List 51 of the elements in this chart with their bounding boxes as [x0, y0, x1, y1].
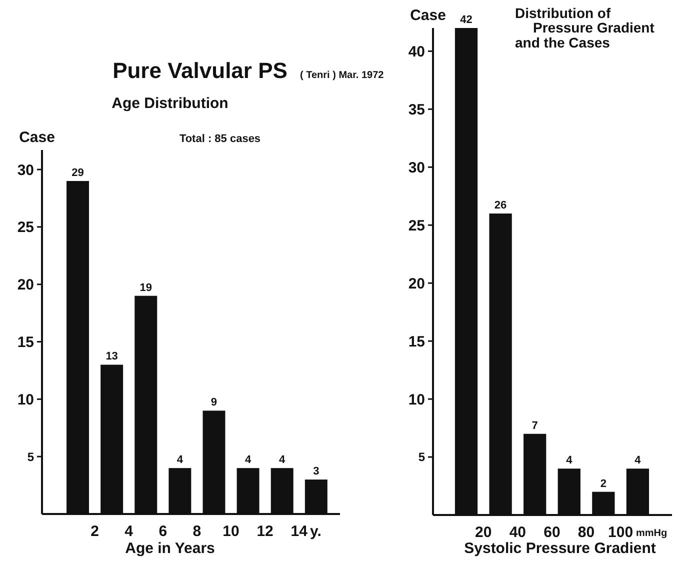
x-axis-title: Systolic Pressure Gradient [464, 540, 656, 557]
chart-title: Distribution of Pressure Gradient and the Cases [515, 5, 655, 50]
data-label: 3 [313, 466, 320, 478]
x-tick-label: 80 [578, 524, 595, 541]
text: Total : 85 cases [179, 133, 261, 145]
y-axis-title: Case [410, 7, 446, 24]
x-tick-label: 60 [544, 524, 560, 541]
x-tick-label: 10 [222, 523, 240, 540]
x-tick-label: 8 [192, 523, 202, 540]
y-tick-label: 10 [408, 391, 425, 408]
chart-subtitle: Age Distribution [112, 95, 228, 112]
text: ( Tenri ) Mar. 1972 [300, 70, 384, 81]
y-tick-label: 20 [408, 275, 425, 292]
x-tick-label: 20 [475, 524, 492, 541]
y-tick-label: 25 [17, 219, 34, 236]
data-label: 9 [210, 396, 218, 409]
data-label: 2 [600, 478, 606, 490]
chart-title: Pure Valvular PS [112, 58, 288, 83]
y-tick-label: 40 [408, 43, 425, 60]
data-label: 13 [106, 350, 118, 363]
x-tick-label: 40 [509, 524, 526, 541]
y-tick-label: 25 [408, 217, 425, 234]
x-tick-label: 14 [290, 523, 308, 540]
y-tick-label: 20 [17, 276, 34, 294]
y-tick-label: 5 [418, 450, 426, 464]
data-label: 4 [176, 454, 184, 466]
text: mmHg [636, 528, 668, 539]
data-label: 26 [494, 200, 507, 212]
x-axis-title: Age in Years [125, 540, 215, 557]
y-tick-label: 30 [408, 159, 425, 176]
y-axis-title: Case [19, 129, 55, 146]
y-tick-label: 15 [17, 334, 34, 352]
x-tick-label: 6 [158, 523, 168, 540]
x-tick-label: 100 [608, 524, 634, 541]
x-tick-label: 12 [256, 523, 274, 540]
y-tick-label: 5 [27, 450, 34, 464]
data-label: 4 [634, 454, 642, 467]
data-label: 7 [532, 420, 538, 432]
y-tick-label: 15 [408, 333, 425, 350]
data-label: 29 [72, 167, 84, 180]
text: y. [310, 523, 322, 540]
x-tick-label: 2 [90, 523, 99, 540]
x-tick-label: 4 [124, 523, 134, 540]
data-label: 42 [460, 14, 472, 26]
y-tick-label: 35 [408, 101, 425, 118]
y-tick-label: 10 [17, 391, 34, 408]
data-label: 4 [279, 454, 286, 466]
data-label: 19 [140, 282, 152, 294]
y-tick-label: 30 [17, 162, 34, 179]
data-label: 4 [244, 454, 252, 466]
data-label: 4 [566, 454, 574, 467]
